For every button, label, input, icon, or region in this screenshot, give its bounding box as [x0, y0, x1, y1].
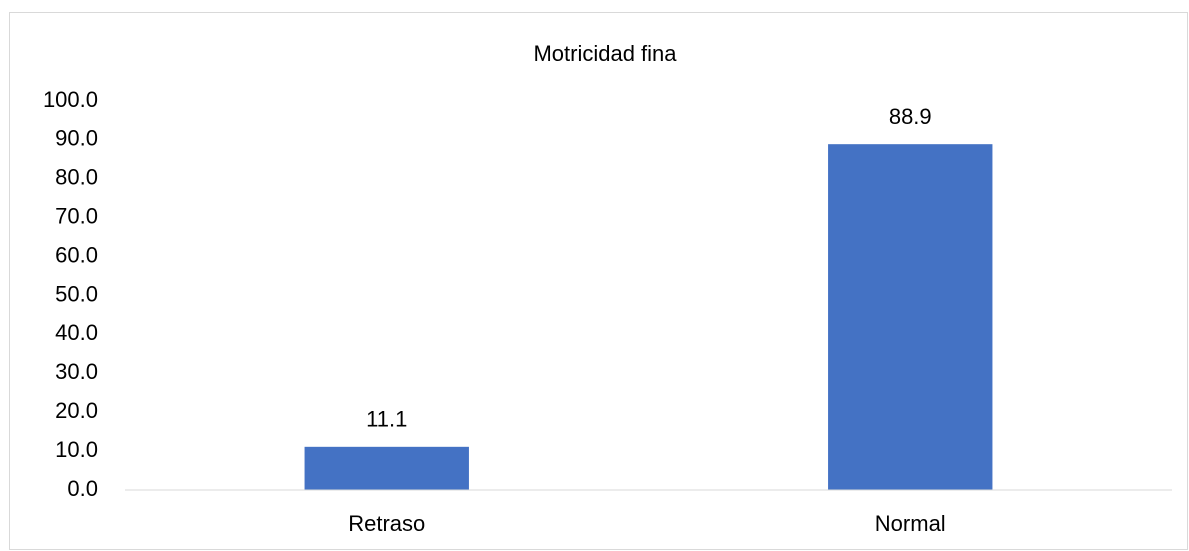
x-tick-label: Retraso — [348, 511, 425, 536]
data-label: 11.1 — [366, 407, 407, 432]
y-tick-label: 60.0 — [55, 242, 98, 267]
y-tick-label: 30.0 — [55, 359, 98, 384]
x-tick-label: Normal — [875, 511, 946, 536]
bar — [828, 144, 993, 490]
y-tick-label: 40.0 — [55, 320, 98, 345]
y-tick-label: 0.0 — [67, 476, 98, 501]
chart-border — [9, 12, 1188, 550]
y-tick-label: 90.0 — [55, 126, 98, 151]
y-tick-label: 20.0 — [55, 398, 98, 423]
chart-title: Motricidad fina — [533, 41, 677, 66]
y-tick-label: 50.0 — [55, 281, 98, 306]
y-tick-label: 10.0 — [55, 437, 98, 462]
data-label: 88.9 — [889, 104, 932, 129]
bar — [304, 446, 469, 490]
y-tick-label: 70.0 — [55, 204, 98, 229]
y-tick-label: 80.0 — [55, 165, 98, 190]
y-tick-label: 100.0 — [43, 87, 98, 112]
